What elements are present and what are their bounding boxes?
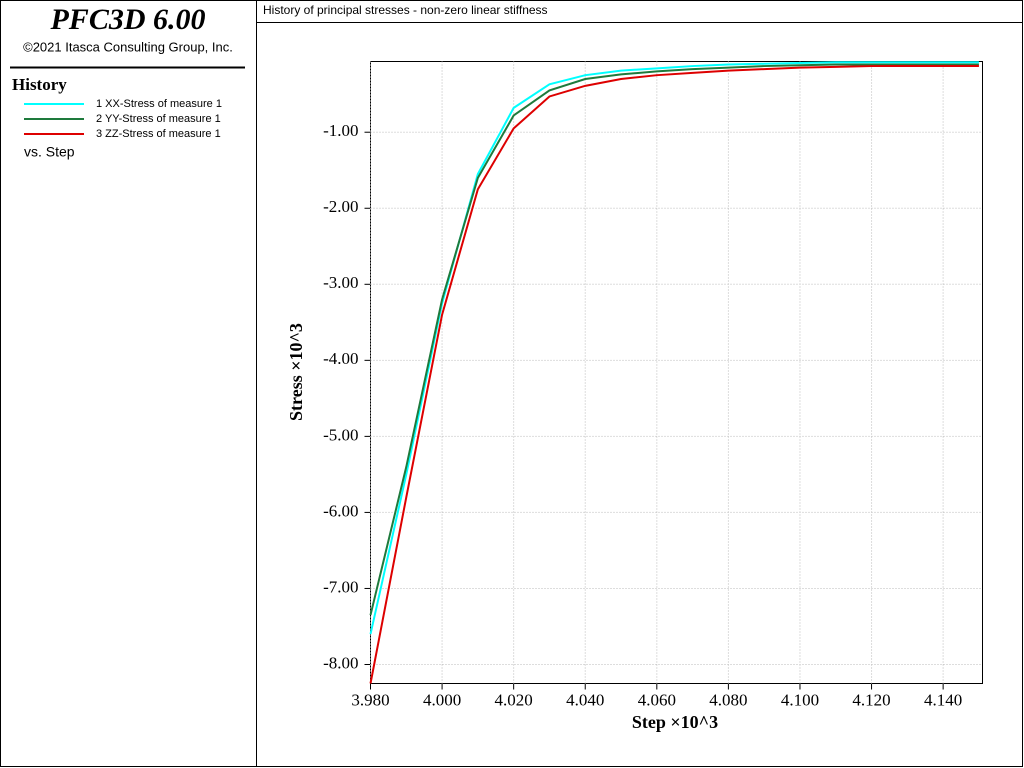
y-tick-label: -8.00 [323,653,358,672]
y-tick-label: -3.00 [323,273,358,292]
x-tick-label: 4.040 [566,690,604,709]
app-name: PFC3D 6.00 [49,3,205,36]
series-line [369,65,979,684]
series-line [369,63,979,616]
copyright: ©2021 Itasca Consulting Group, Inc. [23,39,233,54]
x-tick-label: 4.120 [852,690,890,709]
x-tick-label: 4.000 [423,690,461,709]
x-tick-label: 4.140 [924,690,962,709]
y-tick-label: -1.00 [323,121,358,140]
y-tick-label: -6.00 [323,501,358,520]
x-tick-label: 4.020 [495,690,533,709]
y-tick-label: -5.00 [323,425,358,444]
y-tick-label: -2.00 [323,197,358,216]
legend-entry: 1 XX-Stress of measure 1 [96,98,222,110]
plot-frame [370,61,983,684]
y-tick-label: -7.00 [323,577,358,596]
x-tick-label: 4.100 [781,690,819,709]
legend-entry: 2 YY-Stress of measure 1 [96,113,221,125]
chart-title: History of principal stresses - non-zero… [263,3,548,17]
y-axis-label: Stress ×10^3 [286,323,306,421]
panel-title: History [12,75,67,94]
x-axis-label: Step ×10^3 [632,712,718,732]
vs-label: vs. Step [24,144,75,160]
x-tick-label: 4.080 [709,690,747,709]
x-tick-label: 3.980 [351,690,389,709]
x-tick-label: 4.060 [638,690,676,709]
y-tick-label: -4.00 [323,349,358,368]
legend-entry: 3 ZZ-Stress of measure 1 [96,128,221,140]
